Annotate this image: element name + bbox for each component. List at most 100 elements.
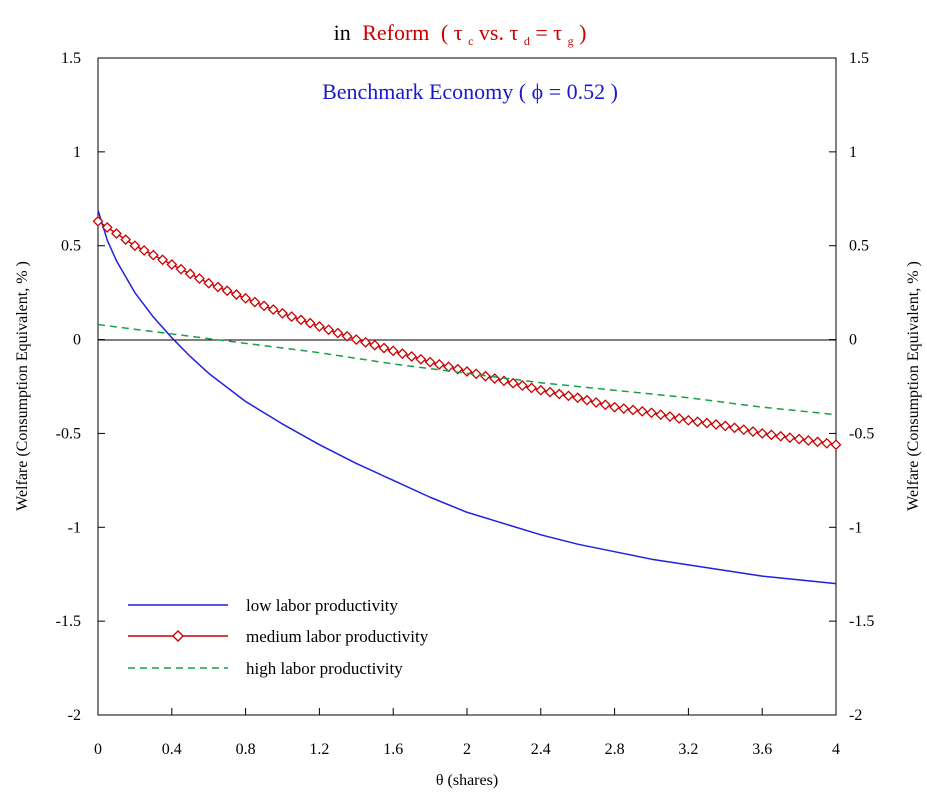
series-marker-medium	[138, 244, 150, 256]
series-marker-medium	[563, 390, 574, 402]
series-marker-medium	[406, 351, 418, 362]
series-marker-medium	[415, 353, 427, 365]
y-tick-label-left: -2	[68, 707, 81, 724]
y-tick-label-left: -1	[68, 519, 81, 536]
series-marker-medium	[166, 259, 178, 270]
legend-marker-medium	[172, 630, 184, 642]
series-marker-medium	[304, 317, 316, 329]
series-marker-medium	[101, 221, 113, 233]
y-tick-label-right: -2	[849, 707, 862, 724]
series-marker-medium	[516, 380, 528, 391]
series-marker-medium	[295, 314, 307, 326]
series-marker-medium	[609, 401, 621, 413]
y-axis-title-right: Welfare (Consumption Equivalent, % )	[905, 261, 922, 511]
title-tau-3: τ	[553, 20, 562, 45]
series-marker-medium	[775, 430, 787, 442]
series-marker-medium	[470, 368, 482, 380]
title-main: Reform	[362, 20, 429, 45]
series-marker-medium	[507, 377, 519, 389]
series-marker-medium	[230, 289, 242, 300]
series-marker-medium	[221, 285, 233, 297]
series-marker-medium	[129, 240, 141, 252]
series-marker-medium	[369, 339, 381, 351]
y-axis-title-left: Welfare (Consumption Equivalent, % )	[14, 261, 31, 511]
series-marker-medium	[332, 327, 344, 339]
series-marker-medium	[802, 435, 814, 446]
y-tick-label-right: -1.5	[849, 613, 874, 630]
series-marker-medium	[710, 419, 722, 430]
x-tick-label: 2.8	[605, 741, 625, 758]
series-marker-medium	[387, 345, 399, 357]
plot-frame	[97, 57, 837, 716]
legend-label-low: low labor productivity	[246, 596, 399, 615]
series-marker-medium	[249, 296, 261, 308]
series-marker-medium	[194, 273, 205, 284]
series-marker-medium	[599, 399, 611, 411]
y-axis-right-ticks: 1.5 1 0.5 0 -0.5 -1 -1.5 -2	[829, 50, 874, 724]
series-marker-medium	[526, 382, 537, 394]
series-marker-medium	[729, 422, 740, 434]
series-line-low	[97, 209, 837, 585]
series-marker-medium	[692, 416, 704, 428]
series-marker-medium	[793, 433, 805, 445]
series-marker-medium	[461, 366, 473, 377]
y-tick-label-left: 1	[73, 144, 81, 161]
title-vs: vs.	[479, 20, 510, 45]
series-marker-medium	[682, 414, 694, 426]
x-tick-label: 2.4	[531, 741, 551, 758]
y-tick-label-right: -0.5	[849, 425, 874, 442]
x-tick-label: 0	[94, 741, 102, 758]
series-marker-medium	[175, 263, 187, 275]
y-tick-label-right: 1	[849, 144, 857, 161]
series-marker-medium	[111, 228, 122, 239]
series-marker-medium	[636, 405, 648, 417]
y-axis-left-ticks: 1.5 1 0.5 0 -0.5 -1 -1.5 -2	[56, 50, 105, 724]
title-close: )	[579, 20, 586, 45]
x-axis-ticks: 0 0.4 0.8 1.2 1.6 2 2.4 2.8 3.2 3.6 4	[94, 708, 840, 758]
x-tick-label: 1.6	[383, 741, 403, 758]
series-marker-medium	[812, 436, 823, 448]
y-tick-label-left: -0.5	[56, 425, 81, 442]
y-tick-label-right: 0	[849, 332, 857, 349]
series-marker-medium	[821, 437, 833, 449]
series-marker-medium	[664, 411, 676, 422]
series-layer	[92, 209, 842, 585]
x-tick-label: 3.6	[752, 741, 772, 758]
y-tick-label-left: 0	[73, 332, 81, 349]
y-tick-label-left: 1.5	[61, 50, 81, 67]
x-tick-label: 0.4	[162, 741, 182, 758]
series-marker-medium	[212, 281, 224, 293]
series-marker-medium	[701, 417, 713, 429]
series-marker-medium	[719, 420, 731, 432]
series-marker-medium	[203, 277, 215, 289]
series-marker-medium	[157, 254, 168, 266]
title-tau-1: τ	[454, 20, 463, 45]
series-line-medium	[97, 220, 837, 446]
title-sub-1: c	[468, 34, 473, 48]
x-axis-title: θ (shares)	[436, 772, 498, 789]
series-marker-medium	[323, 324, 335, 336]
series-line-high	[97, 323, 837, 416]
series-marker-medium	[433, 359, 445, 370]
title-sub-2: d	[524, 34, 530, 48]
series-marker-medium	[553, 388, 565, 400]
series-marker-medium	[747, 426, 759, 437]
series-marker-medium	[240, 292, 252, 304]
title-prefix: in	[334, 20, 351, 45]
series-marker-medium	[258, 300, 270, 312]
benchmark-annotation: Benchmark Economy ( ϕ = 0.52 )	[322, 79, 618, 104]
series-marker-medium	[350, 334, 362, 345]
x-tick-label: 1.2	[309, 741, 329, 758]
series-marker-medium	[184, 268, 196, 280]
series-marker-medium	[655, 409, 667, 421]
series-marker-medium	[756, 428, 768, 439]
x-tick-label: 4	[832, 741, 840, 758]
series-marker-medium	[766, 429, 777, 441]
series-marker-medium	[92, 215, 104, 227]
series-marker-medium	[581, 394, 593, 406]
x-tick-label: 2	[463, 741, 471, 758]
series-marker-medium	[535, 384, 547, 396]
title-sub-3: g	[568, 34, 574, 48]
series-marker-medium	[424, 356, 436, 368]
